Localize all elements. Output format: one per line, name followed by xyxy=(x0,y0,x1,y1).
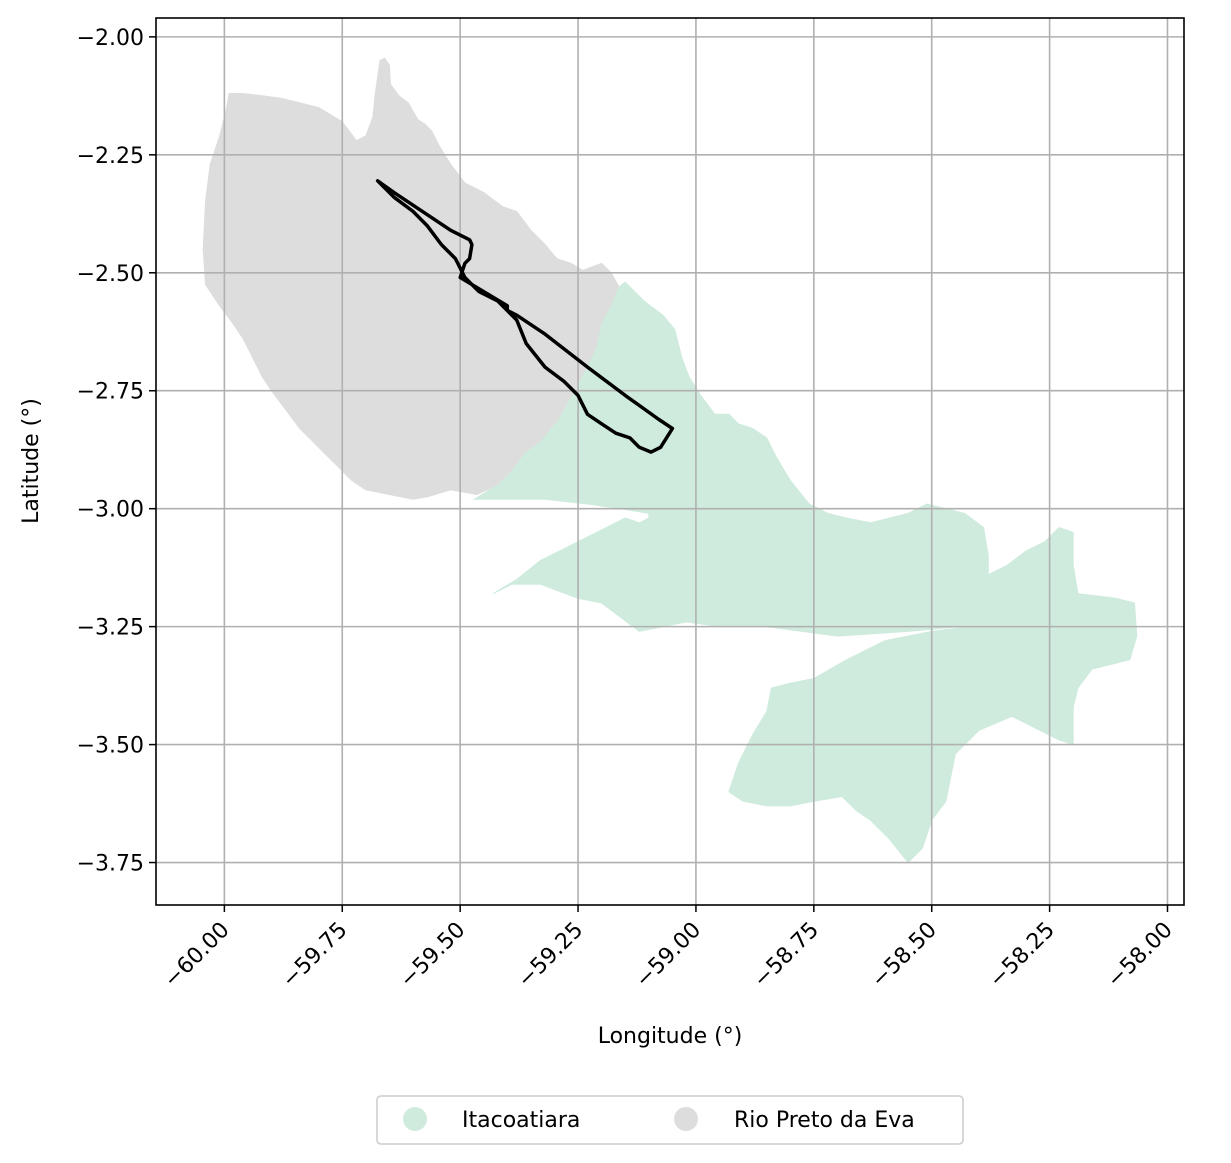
x-axis-label: Longitude (°) xyxy=(598,1024,743,1049)
y-tick-label: −2.00 xyxy=(77,26,144,51)
regions-layer xyxy=(202,57,1138,864)
y-tick-label: −3.25 xyxy=(77,616,144,641)
legend-marker-itacoatiara xyxy=(403,1107,427,1131)
y-tick-label: −3.50 xyxy=(77,734,144,759)
study-area-outline-layer xyxy=(375,179,675,454)
y-axis-ticks: −2.00 −2.25 −2.50 −2.75 −3.00 −3.25 −3.50 −3.75 xyxy=(77,26,156,877)
y-tick-label: −2.50 xyxy=(77,262,144,287)
y-tick-label: −3.75 xyxy=(77,852,144,877)
y-axis-label: Latitude (°) xyxy=(19,398,44,524)
legend-marker-rio-preto-da-eva xyxy=(674,1107,698,1131)
y-tick-label: −2.75 xyxy=(77,380,144,405)
region-itacoatiara xyxy=(472,281,1138,864)
legend-box xyxy=(376,1095,964,1145)
plot-frame xyxy=(155,17,1185,906)
legend-label-rio-preto-da-eva: Rio Preto da Eva xyxy=(734,1108,915,1133)
y-tick-label: −2.25 xyxy=(77,144,144,169)
legend: Itacoatiara Rio Preto da Eva xyxy=(376,1095,964,1145)
grid-layer xyxy=(156,18,1184,905)
region-rio-preto-da-eva xyxy=(202,57,620,500)
y-tick-label: −3.00 xyxy=(77,498,144,523)
legend-label-itacoatiara: Itacoatiara xyxy=(462,1108,580,1133)
study-area-outline xyxy=(375,179,675,454)
